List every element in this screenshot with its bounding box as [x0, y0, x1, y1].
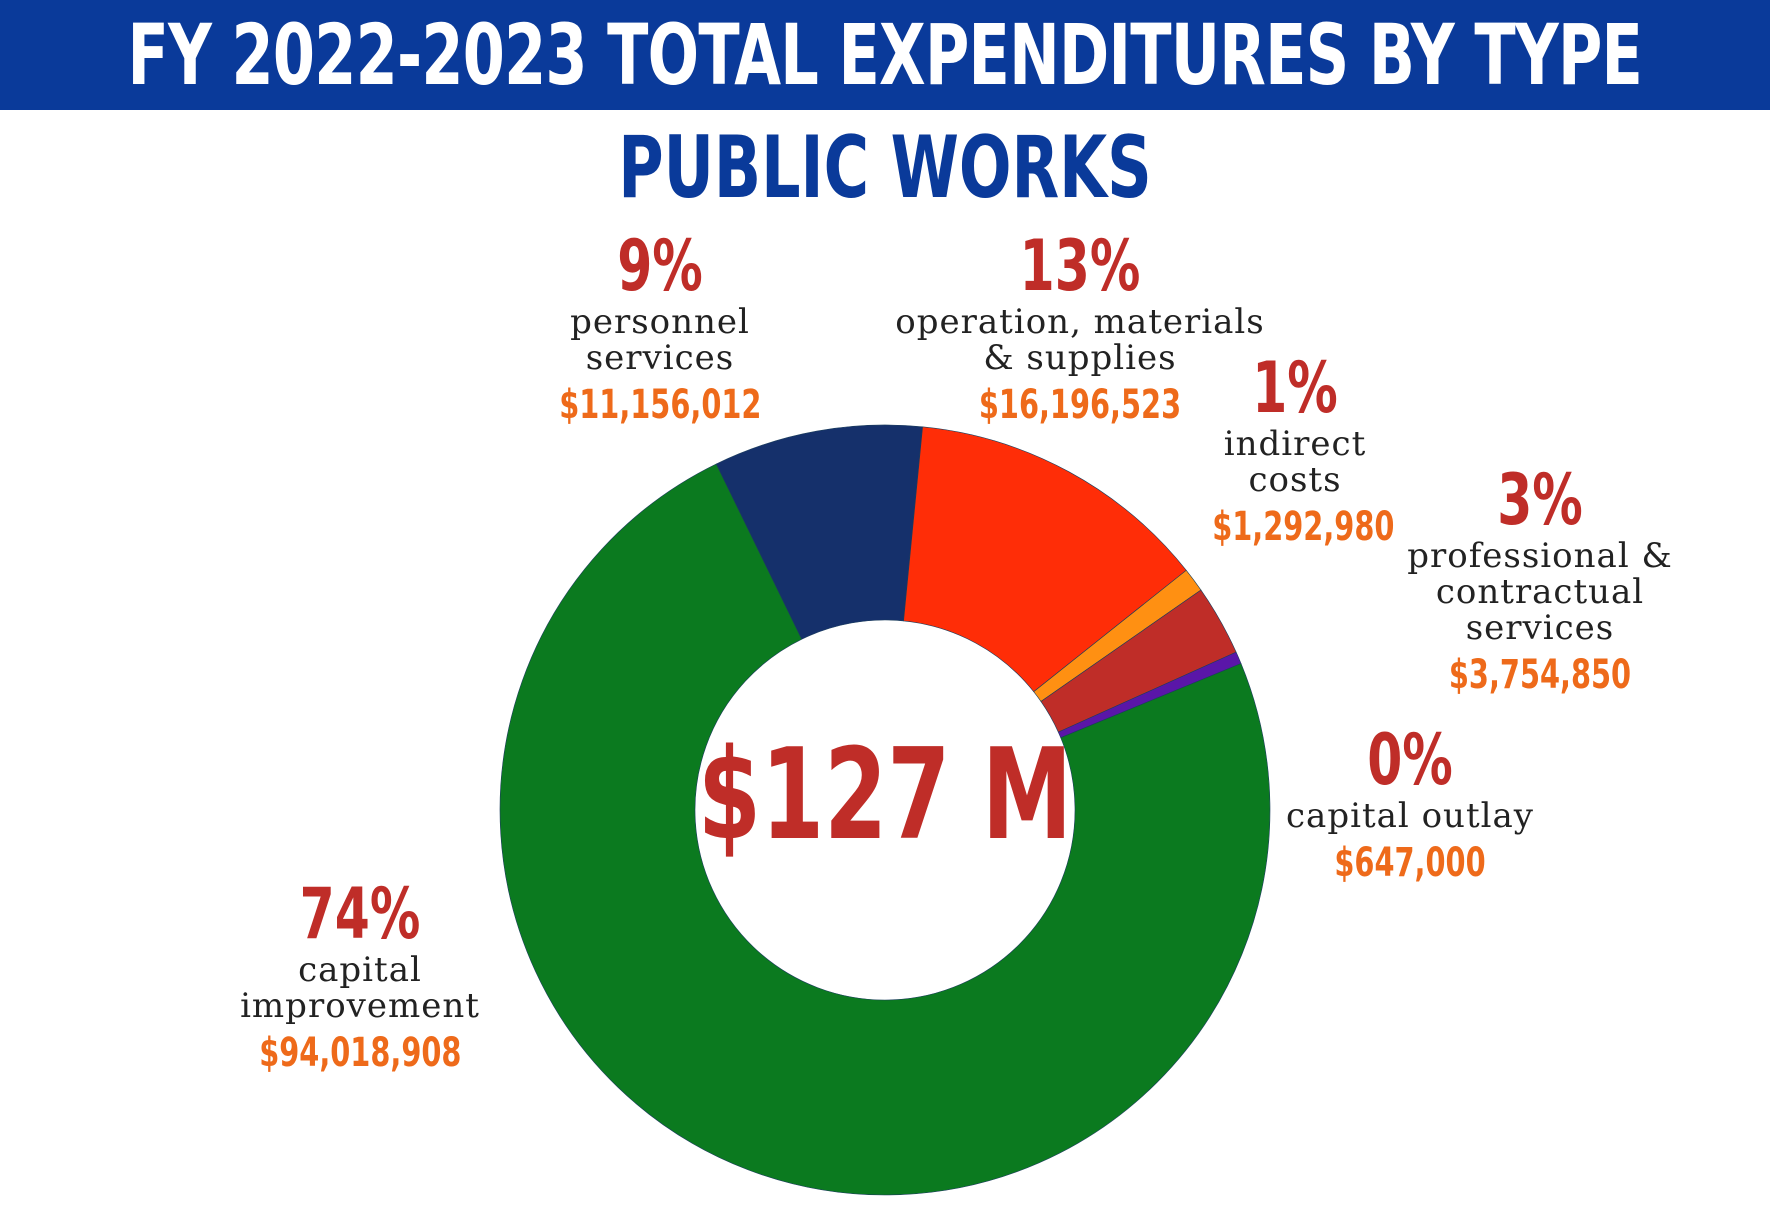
slice-label-personnel: 9% personnel services $11,156,012	[520, 228, 800, 430]
slice-label-capital-outlay: 0% capital outlay $647,000	[1270, 722, 1550, 888]
slice-label-professional: 3% professional & contractual services $…	[1400, 462, 1680, 700]
percent-label-operation: 13%	[1019, 225, 1141, 307]
percent-label-professional: 3%	[1497, 459, 1583, 541]
header-bar: FY 2022-2023 TOTAL EXPENDITURES BY TYPE	[0, 0, 1770, 110]
amount-label-personnel: $11,156,012	[559, 382, 762, 428]
amount-label-indirect: $1,292,980	[1212, 504, 1395, 550]
amount-label-capital-outlay: $647,000	[1334, 840, 1486, 886]
category-label-capital-outlay: capital outlay	[1286, 796, 1534, 836]
percent-label-capital-outlay: 0%	[1367, 719, 1453, 801]
category-label-operation: operation, materials & supplies	[895, 302, 1265, 378]
pie-slice-capital-improvement	[499, 463, 1271, 1196]
percent-label-personnel: 9%	[617, 225, 703, 307]
amount-label-capital-improvement: $94,018,908	[259, 1030, 462, 1076]
amount-label-operation: $16,196,523	[978, 382, 1182, 428]
slice-label-operation: 13% operation, materials & supplies $16,…	[880, 228, 1280, 430]
pie-slice-operation	[903, 426, 1187, 693]
category-label-personnel: personnel services	[570, 302, 750, 378]
center-total-label: $127 M	[697, 721, 1073, 868]
percent-label-indirect: 1%	[1252, 347, 1338, 429]
amount-label-professional: $3,754,850	[1448, 652, 1632, 698]
chart-subtitle: PUBLIC WORKS	[618, 118, 1152, 218]
slice-label-capital-improvement: 74% capital improvement $94,018,908	[220, 876, 500, 1078]
category-label-indirect: indirect costs	[1223, 424, 1367, 500]
percent-label-capital-improvement: 74%	[299, 873, 421, 955]
category-label-capital-improvement: capital improvement	[240, 950, 480, 1026]
slice-label-indirect: 1% indirect costs $1,292,980	[1180, 350, 1410, 552]
category-label-professional: professional & contractual services	[1407, 536, 1673, 648]
chart-title: FY 2022-2023 TOTAL EXPENDITURES BY TYPE	[127, 6, 1643, 104]
